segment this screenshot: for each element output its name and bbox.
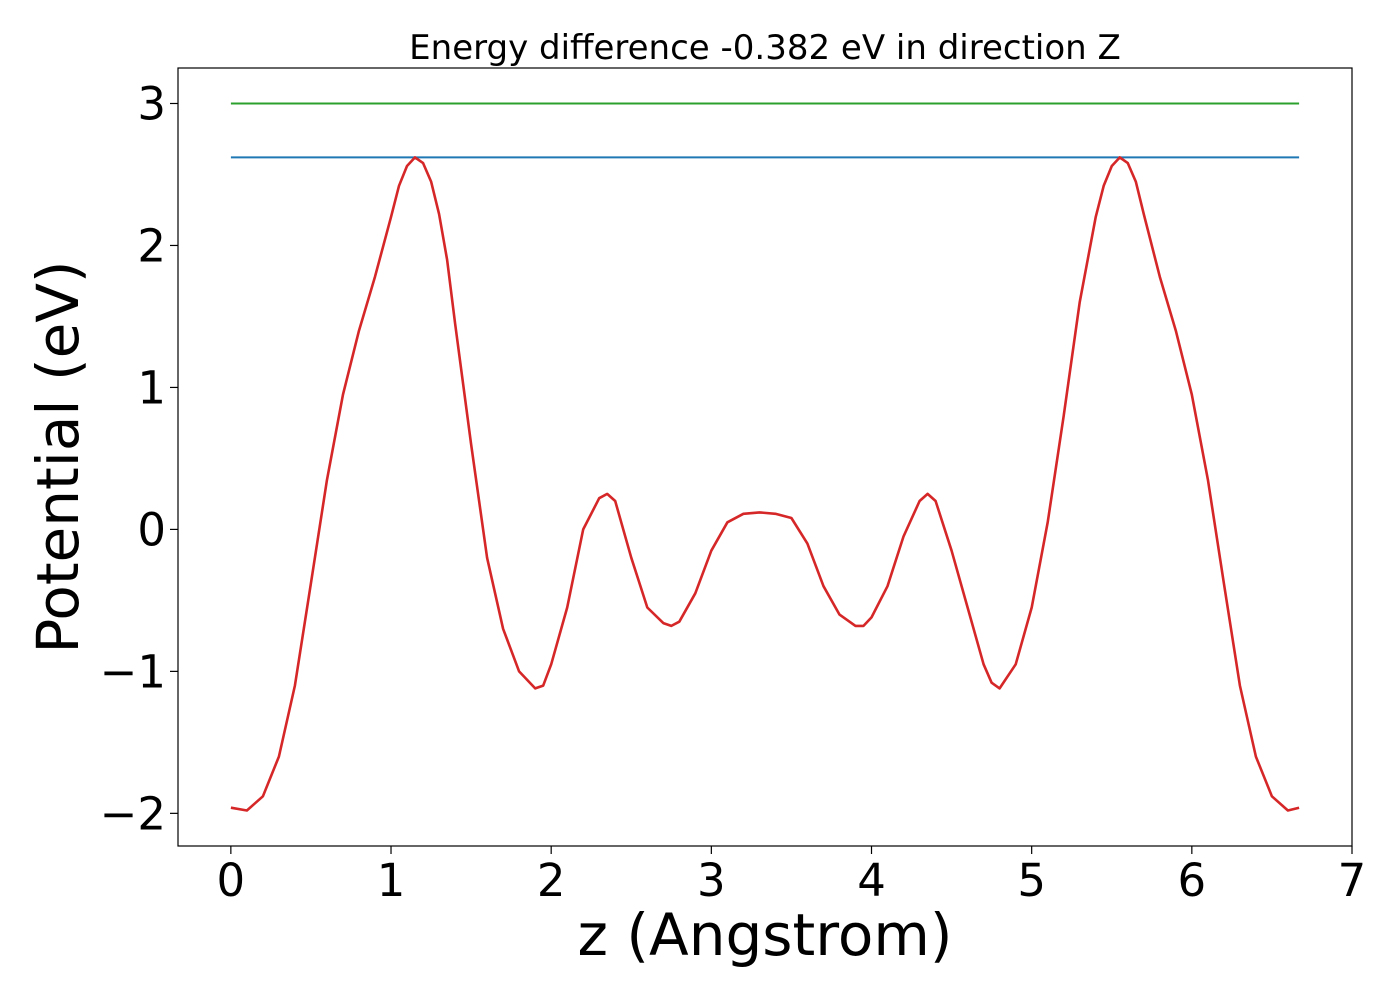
series-line-2 [230, 156, 1300, 812]
y-tick-label: 2 [137, 219, 166, 272]
series-layer [230, 102, 1300, 812]
chart-title: Energy difference -0.382 eV in direction… [409, 28, 1121, 68]
y-tick-label: 3 [137, 77, 166, 130]
x-axis-label: z (Angstrom) [578, 901, 953, 969]
plot-frame [177, 67, 1353, 847]
x-tick-label: 0 [217, 854, 246, 907]
y-tick-label: −2 [100, 787, 166, 840]
x-axis: 0 1 2 3 4 5 6 7 [217, 846, 1367, 907]
x-tick-label: 5 [1017, 854, 1046, 907]
x-tick-label: 2 [537, 854, 566, 907]
x-tick-label: 7 [1338, 854, 1367, 907]
y-tick-label: −1 [100, 645, 166, 698]
y-tick-label: 1 [137, 361, 166, 414]
x-tick-label: 6 [1178, 854, 1207, 907]
y-axis-label: Potential (eV) [24, 260, 92, 653]
x-tick-label: 4 [857, 854, 886, 907]
y-tick-label: 0 [137, 503, 166, 556]
y-axis: −2 −1 0 1 2 3 [100, 77, 178, 840]
x-tick-label: 1 [377, 854, 406, 907]
x-tick-label: 3 [697, 854, 726, 907]
